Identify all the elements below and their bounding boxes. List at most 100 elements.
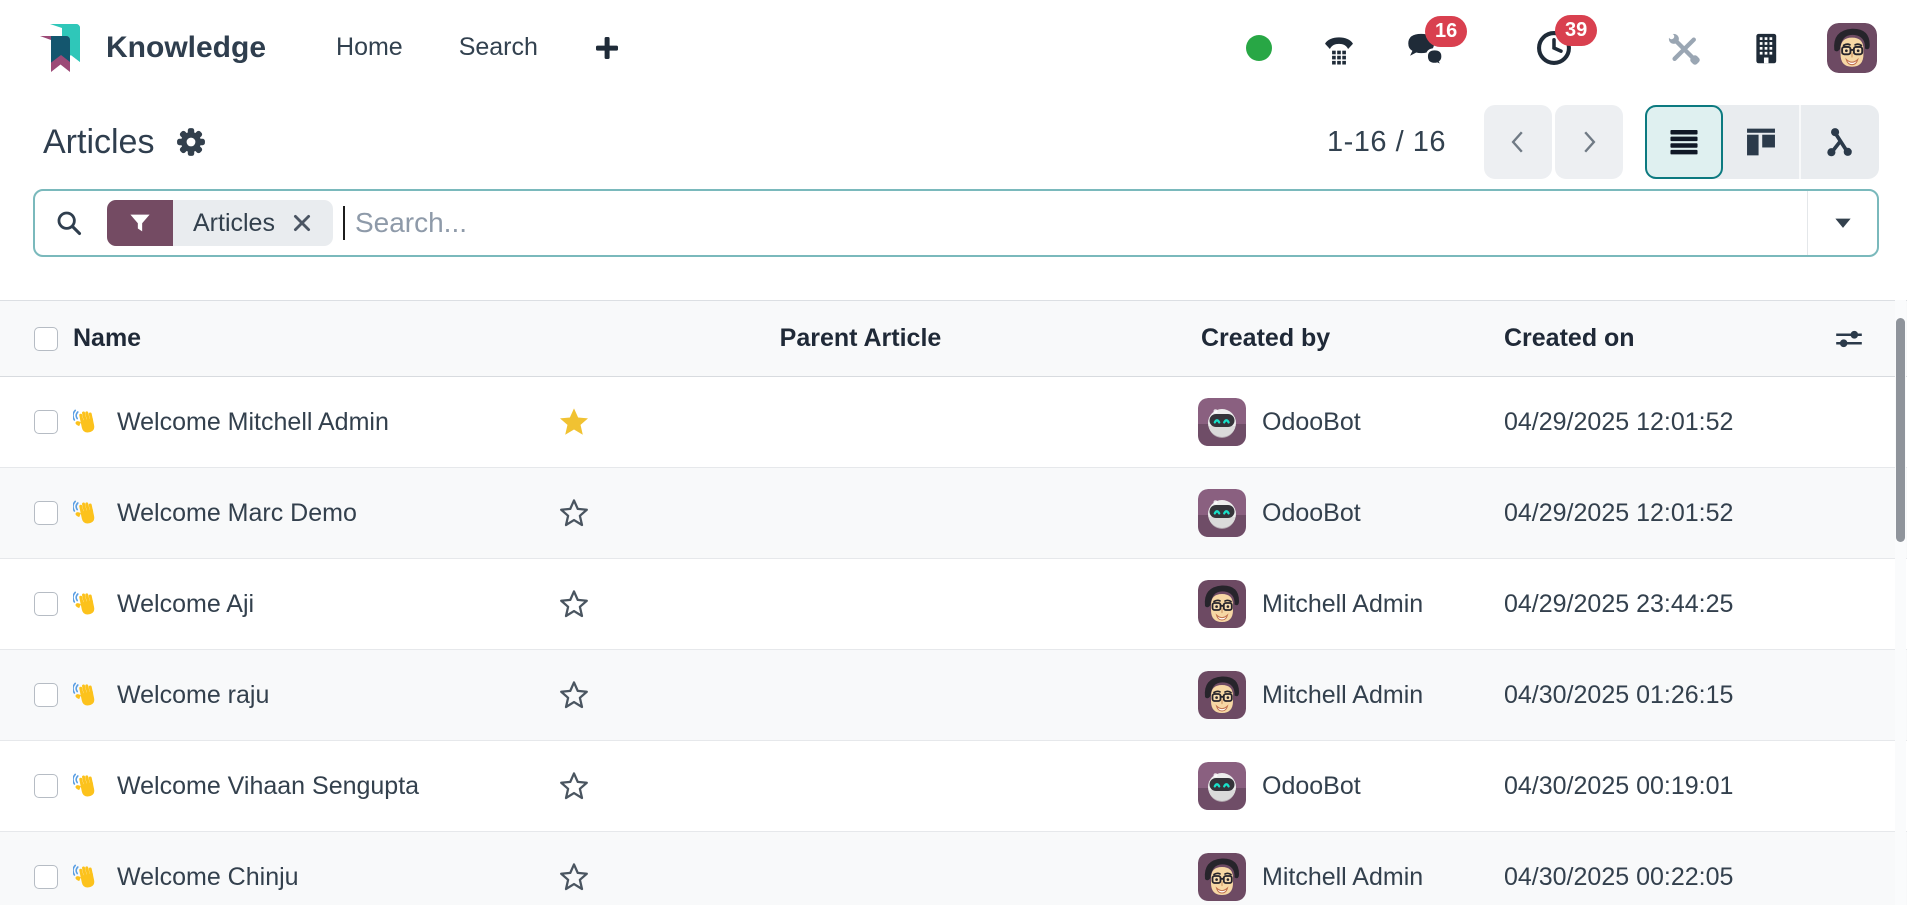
nav-search[interactable]: Search <box>458 33 538 61</box>
created-by-cell: Mitchell Admin <box>1185 853 1490 901</box>
table-row[interactable]: Welcome Aji <box>0 559 1907 650</box>
facet-remove-button[interactable] <box>291 212 313 234</box>
table-row[interactable]: Welcome Mitchell Admin <box>0 377 1907 468</box>
search-options-toggle[interactable] <box>1807 191 1877 255</box>
odoobot-avatar <box>1198 398 1246 446</box>
row-checkbox[interactable] <box>34 683 58 707</box>
created-on-cell: 04/29/2025 12:01:52 <box>1490 408 1790 437</box>
scrollbar-thumb[interactable] <box>1896 318 1905 542</box>
new-article-plus-button[interactable] <box>592 33 622 63</box>
column-options-button[interactable] <box>1790 323 1907 355</box>
created-on-cell: 04/30/2025 00:19:01 <box>1490 772 1790 801</box>
creator-avatar <box>1198 671 1246 719</box>
favorite-star-button[interactable] <box>531 406 616 438</box>
created-by-cell: OdooBot <box>1185 762 1490 810</box>
odoobot-avatar <box>1198 762 1246 810</box>
messages-menu-button[interactable]: 16 <box>1405 15 1468 66</box>
created-on-cell: 04/30/2025 00:22:05 <box>1490 863 1790 892</box>
article-name[interactable]: Welcome Mitchell Admin <box>117 407 389 436</box>
list-view-button[interactable] <box>1645 105 1723 179</box>
pager <box>1484 105 1623 179</box>
creator-avatar <box>1198 853 1246 901</box>
column-header-created-on[interactable]: Created on <box>1504 324 1635 352</box>
building-icon <box>1756 33 1777 63</box>
created-by-cell: Mitchell Admin <box>1185 671 1490 719</box>
actions-gear-button[interactable] <box>176 127 206 157</box>
top-navbar: Knowledge Home Search <box>0 0 1907 95</box>
search-bar: Articles <box>33 189 1879 257</box>
knowledge-app-logo[interactable] <box>36 22 84 74</box>
favorite-star-button[interactable] <box>531 679 616 711</box>
wave-hand-icon <box>73 591 95 615</box>
mitchell-admin-avatar <box>1198 853 1246 901</box>
page-title: Articles <box>43 122 155 161</box>
favorite-star-button[interactable] <box>531 861 616 893</box>
search-input[interactable] <box>344 207 1807 239</box>
select-all-checkbox[interactable] <box>34 326 58 351</box>
vertical-scrollbar[interactable] <box>1895 300 1906 905</box>
odoobot-avatar <box>1198 489 1246 537</box>
star-outline-icon <box>559 499 588 527</box>
table-row[interactable]: Welcome Vihaan Sengupta <box>0 741 1907 832</box>
close-icon <box>293 214 310 232</box>
article-name[interactable]: Welcome Aji <box>117 589 255 618</box>
article-name[interactable]: Welcome Marc Demo <box>117 498 357 527</box>
created-on-cell: 04/30/2025 01:26:15 <box>1490 681 1790 710</box>
pager-previous-button[interactable] <box>1484 105 1552 179</box>
article-name[interactable]: Welcome Vihaan Sengupta <box>117 771 420 800</box>
sliders-icon <box>1835 330 1862 347</box>
online-status-dot <box>1246 34 1272 61</box>
filter-funnel-icon <box>130 214 150 232</box>
star-filled-icon <box>559 408 588 435</box>
creator-name: Mitchell Admin <box>1262 680 1424 709</box>
facet-label-segment: Articles <box>173 200 333 246</box>
table-row[interactable]: Welcome Chinju <box>0 832 1907 905</box>
activity-view-button[interactable] <box>1801 105 1879 179</box>
column-header-name[interactable]: Name <box>73 324 142 352</box>
wave-hand-icon <box>73 500 95 524</box>
favorite-star-button[interactable] <box>531 770 616 802</box>
search-facet[interactable]: Articles <box>107 200 333 246</box>
row-checkbox[interactable] <box>34 865 58 889</box>
wave-hand-icon <box>73 682 95 706</box>
row-checkbox[interactable] <box>34 410 58 434</box>
activities-menu-button[interactable]: 39 <box>1535 14 1598 67</box>
favorite-star-button[interactable] <box>531 588 616 620</box>
creator-avatar <box>1198 489 1246 537</box>
creator-avatar <box>1198 398 1246 446</box>
articles-list: Name Parent Article Created by Created o… <box>0 300 1907 905</box>
nav-home[interactable]: Home <box>336 33 403 61</box>
column-header-parent[interactable]: Parent Article <box>779 324 942 352</box>
search-icon <box>57 211 82 236</box>
plus-icon <box>595 36 618 59</box>
user-menu-avatar[interactable] <box>1827 22 1877 73</box>
row-checkbox[interactable] <box>34 501 58 525</box>
debug-tools-button[interactable] <box>1665 30 1701 66</box>
creator-name: OdooBot <box>1262 498 1361 527</box>
star-outline-icon <box>559 772 588 800</box>
table-row[interactable]: Welcome Marc Demo <box>0 468 1907 559</box>
favorite-star-button[interactable] <box>531 497 616 529</box>
gear-icon <box>177 128 206 156</box>
article-name[interactable]: Welcome Chinju <box>117 862 299 891</box>
chevron-left-icon <box>1511 131 1523 153</box>
online-status <box>1245 34 1273 62</box>
row-checkbox[interactable] <box>34 592 58 616</box>
kanban-view-button[interactable] <box>1723 105 1801 179</box>
creator-avatar <box>1198 580 1246 628</box>
app-name: Knowledge <box>106 30 267 64</box>
star-outline-icon <box>559 681 588 709</box>
control-panel: Articles 1-16 / 16 <box>0 95 1907 189</box>
share-nodes-icon <box>1827 128 1852 157</box>
wave-hand-icon <box>73 409 95 433</box>
article-name[interactable]: Welcome raju <box>117 680 270 709</box>
table-row[interactable]: Welcome raju <box>0 650 1907 741</box>
phone-icon <box>1325 36 1353 65</box>
pager-next-button[interactable] <box>1555 105 1623 179</box>
created-on-cell: 04/29/2025 23:44:25 <box>1490 590 1790 619</box>
voip-phone-button[interactable] <box>1321 31 1357 65</box>
column-header-created-by[interactable]: Created by <box>1201 324 1331 352</box>
tools-icon <box>1668 33 1700 65</box>
row-checkbox[interactable] <box>34 774 58 798</box>
company-switcher-button[interactable] <box>1749 30 1783 66</box>
